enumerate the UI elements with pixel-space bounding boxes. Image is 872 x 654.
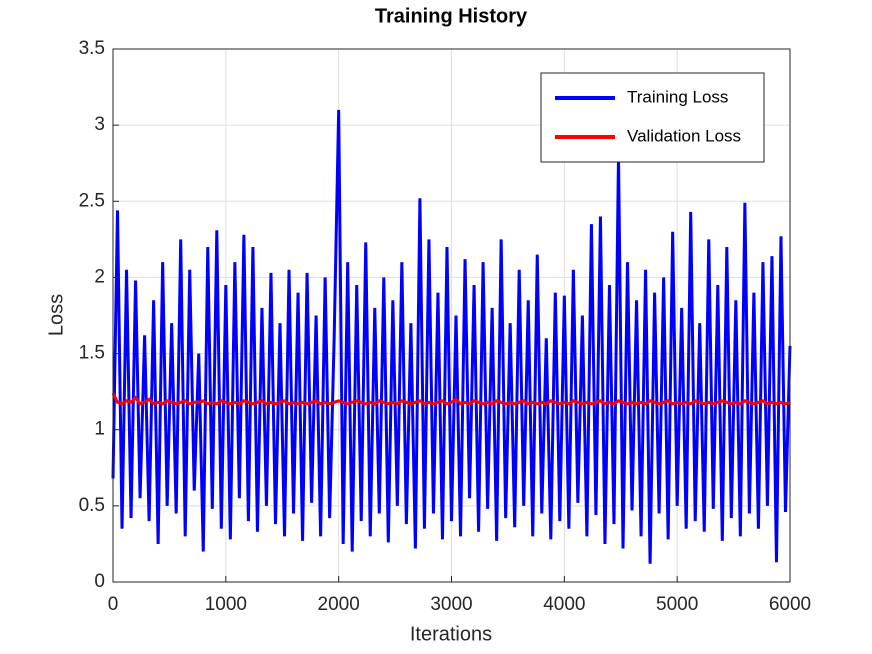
chart-title: Training History [375,5,528,27]
y-tick-label: 0.5 [79,495,105,516]
series-line [111,109,792,564]
legend-label: Validation Loss [627,126,741,145]
series-line [111,392,791,406]
y-axis-label: Loss [45,294,67,336]
x-tick-label: 1000 [205,594,247,615]
y-tick-label: 1.5 [79,343,105,364]
x-tick-label: 3000 [430,594,472,615]
x-tick-label: 4000 [543,594,585,615]
x-tick-label: 5000 [656,594,698,615]
x-tick-label: 2000 [318,594,360,615]
y-tick-label: 3.5 [79,38,105,59]
y-tick-label: 3 [94,114,105,135]
legend-label: Training Loss [627,87,728,106]
y-tick-label: 1 [94,419,105,440]
y-tick-label: 0 [94,571,105,592]
y-tick-label: 2.5 [79,190,105,211]
plot-frame [112,48,791,583]
legend-box [540,72,765,163]
x-tick-label: 6000 [769,594,811,615]
x-tick-label: 0 [108,594,119,615]
x-axis-label: Iterations [410,623,492,645]
y-tick-label: 2 [94,266,105,287]
